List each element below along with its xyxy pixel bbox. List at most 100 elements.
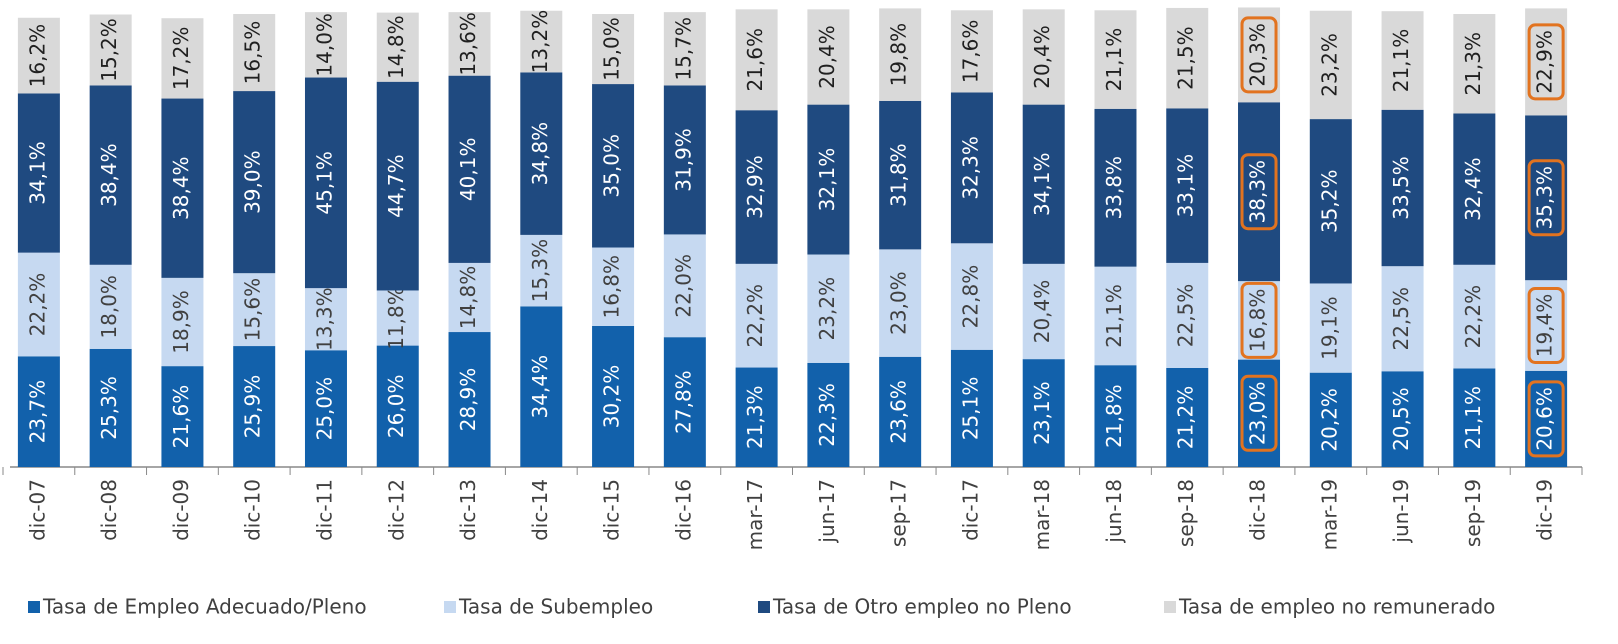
bar-segment [879,8,922,101]
bar-segment [1238,102,1281,282]
bar-segment [1309,283,1352,373]
legend-swatch [758,601,770,613]
value-label: 20,6% [1533,387,1557,451]
x-tick-label: dic-08 [97,479,121,541]
value-label: 11,8% [384,286,408,350]
bar-segment [520,234,563,307]
bar-segment [161,98,204,278]
value-label: 32,4% [1461,157,1485,221]
bar-segment [1022,104,1065,264]
value-label: 35,2% [1317,170,1341,234]
value-label: 21,1% [1461,386,1485,450]
x-tick-label: mar-18 [1030,479,1054,550]
x-tick-label: sep-19 [1461,479,1485,547]
bar-segment [520,72,563,235]
value-label: 23,0% [887,271,911,335]
bar-segment [448,75,491,263]
bar-segment [448,262,491,333]
value-label: 32,3% [958,136,982,200]
value-label: 35,3% [1533,166,1557,230]
value-label: 30,2% [600,365,624,429]
bar-segment [520,10,563,73]
value-label: 16,8% [600,255,624,319]
value-label: 34,1% [1030,152,1054,216]
bar-segment [1022,263,1065,360]
bar-segment [233,346,276,467]
bar-segment [879,356,922,467]
value-label: 44,7% [384,154,408,218]
bar-segment [1453,368,1496,467]
bar-segment [376,345,419,467]
value-label: 32,9% [743,155,767,219]
x-tick-label: jun-17 [815,479,839,544]
bar-segment [1381,109,1424,267]
value-label: 19,1% [1317,296,1341,360]
bar-segment [304,288,347,351]
bar-segment [1525,370,1568,467]
bar-segment [592,84,635,248]
bar-segment [735,9,778,111]
value-label: 17,2% [169,27,193,91]
value-label: 16,2% [25,24,49,88]
value-label: 34,1% [25,141,49,205]
bar-segment [1166,367,1209,467]
value-label: 25,1% [958,377,982,441]
value-label: 25,0% [312,377,336,441]
bar-segment [663,12,706,86]
value-label: 15,3% [528,239,552,303]
bar-segment [304,77,347,289]
bar-segment [304,12,347,78]
highlight-box [1240,153,1278,231]
bar-segment [1453,113,1496,265]
value-label: 14,8% [384,15,408,79]
legend-swatch [1164,601,1176,613]
value-label: 17,6% [958,20,982,84]
value-label: 18,0% [97,275,121,339]
value-label: 20,4% [1030,25,1054,89]
value-label: 16,8% [1246,289,1270,353]
value-label: 31,9% [671,128,695,192]
value-label: 21,3% [743,385,767,449]
bar-segment [1166,262,1209,368]
x-tick-label: dic-14 [528,479,552,541]
value-label: 22,2% [1461,285,1485,349]
bar-segment [950,349,993,467]
bar-segment [1381,266,1424,372]
value-label: 20,4% [1030,280,1054,344]
bar-segment [663,85,706,235]
value-label: 25,9% [241,375,265,439]
bar-segment [89,348,132,467]
value-label: 28,9% [456,368,480,432]
bar-segment [1381,11,1424,110]
value-label: 25,3% [97,376,121,440]
value-label: 14,8% [456,266,480,330]
value-label: 13,6% [456,12,480,76]
bar-segment [233,273,276,347]
bar-segment [1309,119,1352,284]
bar-segment [735,367,778,467]
bar-segment [233,14,276,92]
bar-segment [807,254,850,363]
value-label: 21,6% [743,28,767,92]
x-tick-label: dic-17 [958,479,982,541]
value-label: 26,0% [384,375,408,439]
bar-segment [376,12,419,82]
x-tick-label: dic-18 [1246,479,1270,541]
value-label: 19,8% [887,23,911,87]
x-tick-label: dic-13 [456,479,480,541]
value-label: 38,4% [169,156,193,220]
value-label: 32,1% [815,148,839,212]
bar-segment [1381,371,1424,467]
value-label: 22,2% [25,273,49,337]
value-label: 13,2% [528,10,552,74]
bar-segment [161,366,204,467]
highlight-box [1527,23,1565,101]
highlight-box [1240,374,1278,452]
legend-label: Tasa de Subempleo [458,595,653,619]
bar-segment [1166,108,1209,263]
value-label: 21,8% [1102,384,1126,448]
bar-segment [1525,115,1568,281]
value-label: 22,9% [1533,30,1557,94]
value-label: 40,1% [456,138,480,202]
legend-swatch [444,601,456,613]
